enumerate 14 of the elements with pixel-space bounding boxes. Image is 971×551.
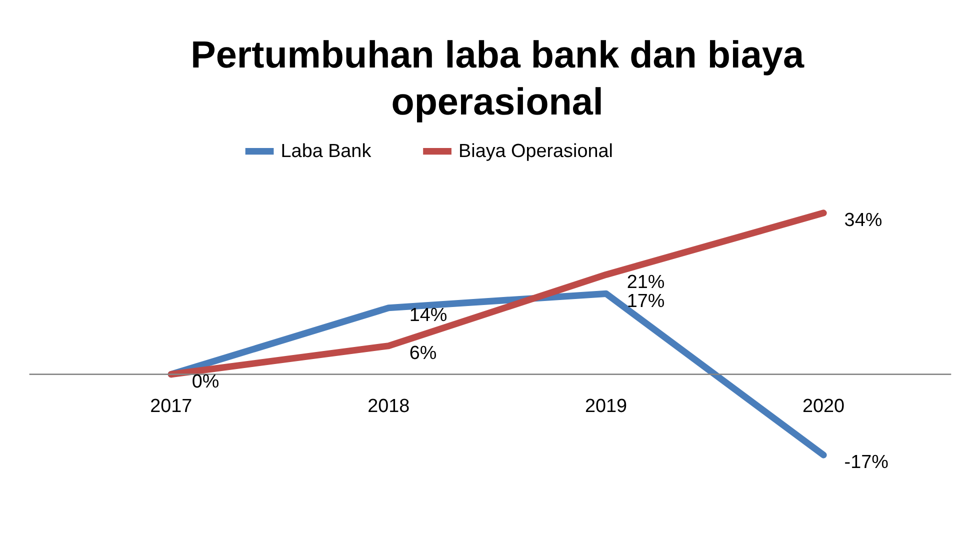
chart-title: Pertumbuhan laba bank dan biaya operasional	[190, 34, 805, 124]
legend-label: Biaya Operasional	[458, 140, 613, 162]
data-label: 0%	[192, 372, 220, 393]
x-tick-label: 2017	[150, 396, 192, 418]
x-tick-label: 2019	[585, 396, 628, 418]
data-label: -17%	[844, 452, 889, 474]
legend-label: Laba Bank	[280, 140, 372, 162]
data-label: 17%	[626, 290, 665, 312]
data-label: 6%	[409, 343, 437, 364]
x-tick-label: 2018	[368, 396, 410, 418]
x-tick-label: 2020	[802, 396, 845, 418]
data-label: 14%	[409, 305, 448, 326]
data-label: 34%	[844, 210, 882, 232]
data-label: 21%	[626, 272, 665, 293]
